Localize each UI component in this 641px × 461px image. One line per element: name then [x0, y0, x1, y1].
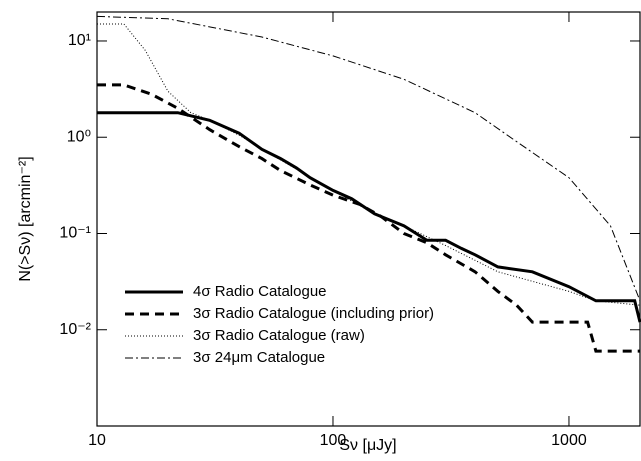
plot-frame	[96, 11, 641, 427]
legend-label: 4σ Radio Catalogue	[193, 283, 327, 300]
x-tick-label: 100	[320, 432, 347, 449]
y-tick-label: 10¹	[68, 32, 91, 49]
line-series	[96, 15, 641, 301]
x-axis-label: Sν [μJy]	[339, 437, 396, 454]
y-axis-label: N(>Sν) [arcmin⁻²]	[17, 156, 34, 281]
y-tick-label: 10⁻²	[59, 321, 91, 338]
line-series	[97, 111, 641, 323]
legend-label: 3σ 24μm Catalogue	[193, 349, 325, 366]
legend-label: 3σ Radio Catalogue (including prior)	[193, 305, 434, 322]
y-tick-label: 10⁻¹	[59, 225, 91, 242]
y-tick-label: 10⁰	[67, 128, 91, 145]
line-series	[97, 83, 640, 353]
legend-label: 3σ Radio Catalogue (raw)	[193, 327, 365, 344]
line-series	[97, 23, 641, 306]
x-tick-label: 1000	[551, 432, 587, 449]
x-tick-label: 10	[88, 432, 106, 449]
